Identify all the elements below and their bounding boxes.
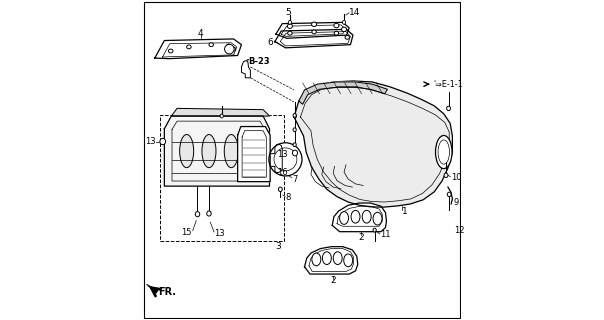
- Polygon shape: [299, 82, 387, 104]
- Text: 8: 8: [286, 193, 291, 202]
- Text: '⇒E-1-1: '⇒E-1-1: [433, 80, 463, 89]
- Text: 13: 13: [145, 137, 155, 146]
- Ellipse shape: [202, 134, 216, 168]
- Text: 12: 12: [454, 226, 464, 235]
- Ellipse shape: [341, 27, 347, 32]
- Ellipse shape: [224, 134, 238, 168]
- Polygon shape: [304, 247, 358, 274]
- Polygon shape: [147, 284, 158, 293]
- Ellipse shape: [312, 30, 316, 34]
- Bar: [160, 116, 284, 241]
- Ellipse shape: [169, 49, 173, 53]
- Ellipse shape: [373, 228, 376, 232]
- Ellipse shape: [294, 114, 297, 118]
- Text: 2: 2: [330, 276, 336, 285]
- Polygon shape: [294, 81, 452, 207]
- Text: 2: 2: [358, 233, 364, 242]
- Ellipse shape: [225, 44, 234, 54]
- Ellipse shape: [444, 173, 448, 178]
- Ellipse shape: [179, 134, 194, 168]
- Ellipse shape: [342, 20, 345, 24]
- Text: 6: 6: [267, 38, 272, 47]
- Polygon shape: [155, 39, 242, 59]
- Ellipse shape: [333, 252, 342, 265]
- Ellipse shape: [339, 212, 349, 224]
- Ellipse shape: [293, 128, 297, 132]
- Text: 13: 13: [277, 150, 288, 159]
- Ellipse shape: [345, 36, 350, 39]
- Polygon shape: [332, 203, 387, 232]
- Ellipse shape: [195, 212, 200, 217]
- Ellipse shape: [288, 20, 292, 24]
- Polygon shape: [164, 116, 269, 186]
- Ellipse shape: [269, 143, 302, 176]
- Ellipse shape: [231, 47, 236, 51]
- Ellipse shape: [312, 22, 316, 27]
- Polygon shape: [172, 108, 269, 116]
- Ellipse shape: [292, 150, 298, 156]
- Polygon shape: [275, 29, 353, 48]
- Ellipse shape: [334, 23, 339, 28]
- Ellipse shape: [351, 210, 360, 223]
- Ellipse shape: [293, 114, 297, 117]
- Ellipse shape: [288, 24, 292, 28]
- Ellipse shape: [323, 252, 332, 265]
- Ellipse shape: [448, 192, 451, 197]
- Text: 14: 14: [349, 8, 361, 17]
- Ellipse shape: [226, 44, 231, 48]
- Text: 13: 13: [214, 229, 225, 238]
- Ellipse shape: [293, 143, 297, 147]
- Ellipse shape: [373, 212, 382, 225]
- Ellipse shape: [362, 210, 371, 223]
- Ellipse shape: [278, 187, 282, 192]
- Ellipse shape: [209, 43, 213, 47]
- Text: 5: 5: [285, 8, 291, 17]
- Text: 9: 9: [454, 197, 459, 206]
- Ellipse shape: [312, 253, 321, 266]
- Text: FR.: FR.: [158, 287, 176, 297]
- Text: 16: 16: [277, 168, 288, 177]
- Ellipse shape: [438, 140, 449, 164]
- Text: 3: 3: [275, 242, 281, 251]
- Text: 7: 7: [292, 175, 297, 184]
- Ellipse shape: [220, 114, 223, 118]
- Text: 10: 10: [451, 173, 461, 182]
- Ellipse shape: [334, 31, 339, 35]
- Polygon shape: [242, 60, 251, 78]
- Text: 4: 4: [198, 29, 204, 38]
- Ellipse shape: [344, 254, 353, 267]
- Text: 15: 15: [182, 228, 192, 237]
- Ellipse shape: [288, 31, 292, 35]
- Ellipse shape: [435, 135, 452, 169]
- Ellipse shape: [160, 138, 165, 145]
- Ellipse shape: [187, 45, 191, 49]
- Text: B-23: B-23: [248, 57, 269, 66]
- Polygon shape: [276, 22, 349, 38]
- Text: 1: 1: [402, 207, 408, 216]
- Ellipse shape: [274, 148, 297, 171]
- Ellipse shape: [446, 106, 451, 111]
- Text: 11: 11: [380, 230, 391, 239]
- Ellipse shape: [207, 211, 211, 216]
- Polygon shape: [237, 126, 270, 182]
